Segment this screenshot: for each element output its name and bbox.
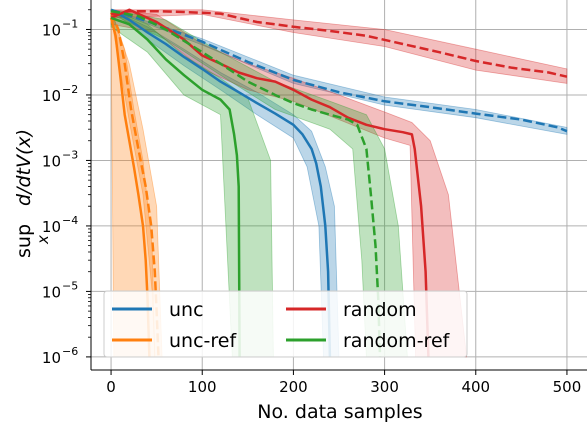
legend: unc unc-ref random random-ref <box>103 290 468 358</box>
x-tick-label: 500 <box>553 378 582 396</box>
y-axis-label: sup x d/dtV(x) <box>13 129 52 258</box>
x-tick-label: 100 <box>188 378 217 396</box>
y-ticks: 10−110−210−310−410−510−6 <box>42 9 91 367</box>
line-dashed-random <box>110 9 568 78</box>
y-axis-label-sup: sup <box>13 224 35 258</box>
y-tick-exponent: −3 <box>62 148 78 161</box>
y-axis-label-expr: d/dtV(x) <box>13 129 35 206</box>
line-unc-ref <box>109 17 151 357</box>
band-dashed-random <box>110 9 568 84</box>
y-tick-exponent: −5 <box>62 279 78 292</box>
line-dashed-unc <box>110 8 568 133</box>
y-axis-label-sub: x <box>34 235 52 245</box>
legend-label-unc: unc <box>169 299 204 321</box>
y-tick-exponent: −6 <box>62 345 78 358</box>
y-tick-exponent: −2 <box>62 83 78 96</box>
legend-label-random-ref: random-ref <box>343 330 451 352</box>
line-unc <box>110 8 332 357</box>
y-tick-exponent: −4 <box>62 214 78 227</box>
x-tick-label: 300 <box>370 378 399 396</box>
svg-text:sup: sup <box>13 224 35 258</box>
series-lines <box>109 8 568 357</box>
legend-label-unc-ref: unc-ref <box>169 330 237 352</box>
x-tick-label: 0 <box>106 378 116 396</box>
y-tick-label: 10 <box>42 21 61 39</box>
y-tick-label: 10 <box>42 218 61 236</box>
x-tick-label: 200 <box>279 378 308 396</box>
y-tick-label: 10 <box>42 283 61 301</box>
y-tick-label: 10 <box>42 87 61 105</box>
legend-box <box>103 290 468 358</box>
legend-label-random: random <box>343 299 417 321</box>
line-dashed-random-ref <box>110 9 382 357</box>
x-axis-label: No. data samples <box>257 401 422 422</box>
y-tick-label: 10 <box>42 152 61 170</box>
line-random-ref <box>110 16 241 357</box>
x-tick-label: 400 <box>461 378 490 396</box>
axes-spines <box>90 0 587 371</box>
line-dashed-unc-ref <box>109 12 160 357</box>
x-ticks: 0 100 200 300 400 500 <box>106 370 581 396</box>
y-tick-label: 10 <box>42 349 61 367</box>
y-tick-exponent: −1 <box>62 17 78 30</box>
